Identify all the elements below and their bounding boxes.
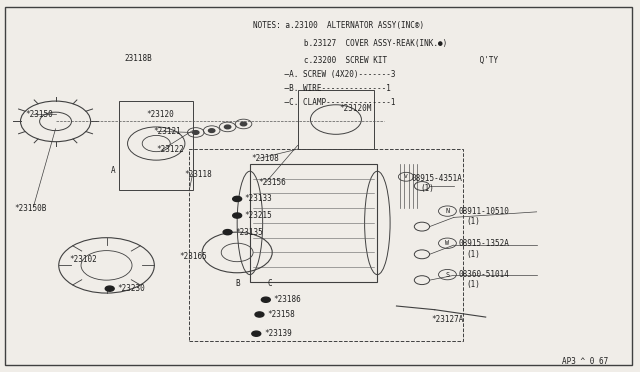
Text: —B. WIRE--------------1: —B. WIRE--------------1: [266, 84, 390, 93]
Text: 08915-4351A: 08915-4351A: [411, 174, 462, 183]
Circle shape: [252, 331, 260, 336]
Text: *23102: *23102: [70, 255, 97, 264]
Text: *23158: *23158: [267, 310, 295, 319]
Text: *23135: *23135: [236, 228, 263, 237]
Text: *23118: *23118: [184, 170, 212, 179]
Text: *23156: *23156: [258, 178, 286, 187]
Text: 08911-10510: 08911-10510: [459, 206, 510, 216]
Text: *23230: *23230: [117, 284, 145, 293]
Circle shape: [225, 125, 231, 129]
Text: AP3 ^ 0 67: AP3 ^ 0 67: [562, 357, 609, 366]
Text: *23133: *23133: [245, 195, 273, 203]
Text: *23150B: *23150B: [14, 203, 47, 213]
Text: *23165: *23165: [180, 252, 207, 262]
Bar: [298, 90, 374, 149]
Circle shape: [233, 213, 242, 218]
Text: *23120M: *23120M: [339, 104, 371, 113]
Text: (1): (1): [467, 217, 481, 226]
Text: 08915-1352A: 08915-1352A: [459, 239, 510, 248]
Text: *23121: *23121: [153, 127, 180, 136]
Text: (1): (1): [420, 185, 435, 193]
Text: b.23127  COVER ASSY-REAK(INK.●): b.23127 COVER ASSY-REAK(INK.●): [253, 39, 447, 48]
Text: c.23200  SCREW KIT                    Q'TY: c.23200 SCREW KIT Q'TY: [253, 56, 498, 65]
Text: N: N: [445, 208, 449, 214]
Bar: [250, 164, 378, 282]
Circle shape: [241, 122, 246, 126]
Circle shape: [255, 312, 264, 317]
Text: C: C: [268, 279, 273, 288]
Circle shape: [193, 131, 199, 134]
Circle shape: [223, 230, 232, 235]
Text: *23120: *23120: [147, 109, 175, 119]
Bar: [189, 149, 463, 341]
Text: 08360-51014: 08360-51014: [459, 270, 510, 279]
Text: (1): (1): [467, 280, 481, 289]
Text: —A. SCREW (4X20)-------3: —A. SCREW (4X20)-------3: [266, 70, 396, 79]
Circle shape: [105, 286, 114, 291]
Text: *23139: *23139: [264, 329, 292, 338]
Text: *23186: *23186: [273, 295, 301, 304]
Text: B: B: [236, 279, 240, 288]
Text: W: W: [445, 240, 449, 246]
Circle shape: [233, 196, 242, 202]
Text: A: A: [111, 166, 116, 174]
Text: *23150: *23150: [26, 109, 53, 119]
Text: V: V: [404, 174, 408, 179]
Circle shape: [261, 297, 270, 302]
Text: NOTES: a.23100  ALTERNATOR ASSY(INC®): NOTES: a.23100 ALTERNATOR ASSY(INC®): [253, 21, 424, 30]
Text: (1): (1): [467, 250, 481, 259]
Text: *23127A: *23127A: [431, 315, 464, 324]
Text: S: S: [445, 272, 449, 278]
Text: *23108: *23108: [252, 154, 280, 163]
Text: *23122: *23122: [156, 145, 184, 154]
Bar: [119, 101, 193, 190]
Text: *23215: *23215: [245, 211, 273, 220]
Text: —C. CLAMP--------------1: —C. CLAMP--------------1: [266, 99, 396, 108]
Text: 23118B: 23118B: [124, 54, 152, 63]
Circle shape: [209, 129, 215, 132]
